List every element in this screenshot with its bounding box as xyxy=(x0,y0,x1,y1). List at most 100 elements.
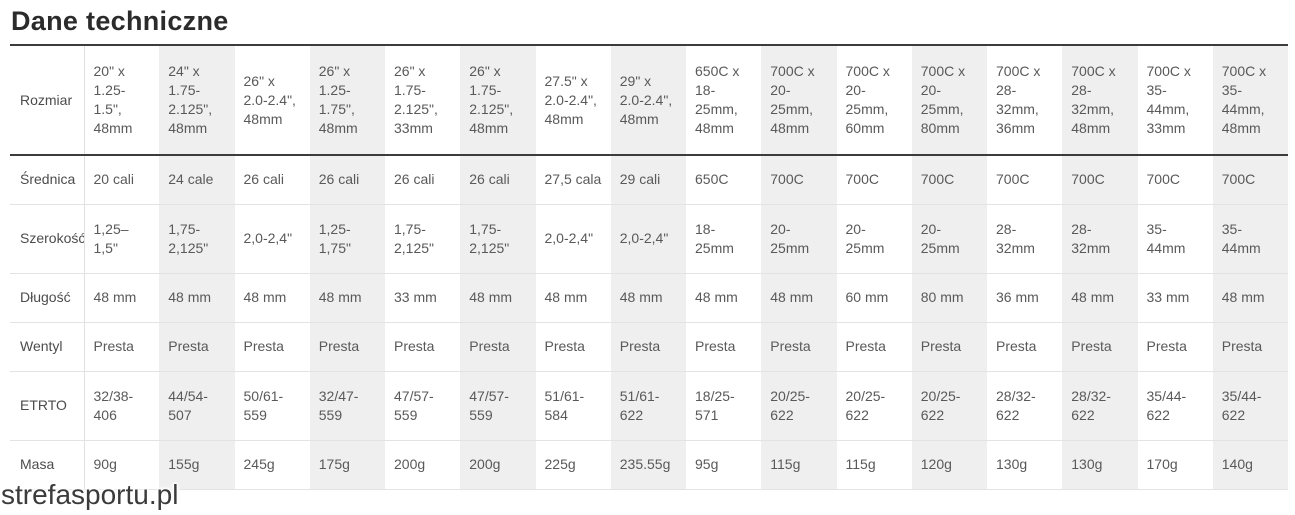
table-cell: 35/44-622 xyxy=(1137,371,1213,441)
table-cell: 1,25–1,5" xyxy=(84,204,160,274)
table-cell: 26 cali xyxy=(385,155,461,205)
table-cell: Presta xyxy=(1212,322,1288,372)
table-cell: 36 mm xyxy=(987,273,1063,323)
table-cell: 20 cali xyxy=(84,155,160,205)
table-cell: Presta xyxy=(761,322,837,372)
table-cell: 200g xyxy=(460,440,536,490)
table-cell: 18/25-571 xyxy=(686,371,762,441)
table-cell: 29 cali xyxy=(610,155,686,205)
row-label: Wentyl xyxy=(10,322,85,372)
table-cell: 48 mm xyxy=(535,273,611,323)
table-cell: 2,0-2,4" xyxy=(610,204,686,274)
table-cell: 140g xyxy=(1212,440,1288,490)
table-cell: 28/32-622 xyxy=(1062,371,1138,441)
table-cell: 700C x 20-25mm, 48mm xyxy=(761,45,837,156)
table-cell: 170g xyxy=(1137,440,1213,490)
row-label: ETRTO xyxy=(10,371,85,441)
table-cell: 130g xyxy=(1062,440,1138,490)
table-cell: 115g xyxy=(761,440,837,490)
table-cell: 90g xyxy=(84,440,160,490)
table-cell: 20/25-622 xyxy=(761,371,837,441)
table-cell: 26 cali xyxy=(234,155,310,205)
table-cell: 20-25mm xyxy=(911,204,987,274)
table-cell: 700C x 35-44mm, 48mm xyxy=(1212,45,1288,156)
table-cell: 29" x 2.0-2.4", 48mm xyxy=(610,45,686,156)
table-cell: 24" x 1.75-2.125", 48mm xyxy=(159,45,235,156)
table-cell: 48 mm xyxy=(309,273,385,323)
table-cell: 51/61-584 xyxy=(535,371,611,441)
table-cell: Presta xyxy=(84,322,160,372)
table-row: Rozmiar 20" x 1.25-1.5", 48mm 24" x 1.75-2… xyxy=(10,45,1288,156)
table-cell: 60 mm xyxy=(836,273,912,323)
table-cell: 700C x 20-25mm, 80mm xyxy=(911,45,987,156)
table-cell: 33 mm xyxy=(385,273,461,323)
table-cell: 48 mm xyxy=(460,273,536,323)
table-cell: 48 mm xyxy=(610,273,686,323)
table-cell: 48 mm xyxy=(1062,273,1138,323)
table-cell: 700C xyxy=(836,155,912,205)
row-label: Średnica xyxy=(10,155,85,205)
table-cell: 28-32mm xyxy=(1062,204,1138,274)
table-cell: Presta xyxy=(1137,322,1213,372)
table-cell: Presta xyxy=(385,322,461,372)
table-cell: 26" x 1.75-2.125", 33mm xyxy=(385,45,461,156)
table-cell: 26" x 1.75-2.125", 48mm xyxy=(460,45,536,156)
table-cell: 700C x 20-25mm, 60mm xyxy=(836,45,912,156)
table-cell: 650C xyxy=(686,155,762,205)
table-cell: 28/32-622 xyxy=(987,371,1063,441)
table-cell: 700C x 28-32mm, 48mm xyxy=(1062,45,1138,156)
row-label: Długość xyxy=(10,273,85,323)
table-cell: 650C x 18-25mm, 48mm xyxy=(686,45,762,156)
table-cell: Presta xyxy=(460,322,536,372)
table-cell: 33 mm xyxy=(1137,273,1213,323)
table-cell: 47/57-559 xyxy=(385,371,461,441)
table-cell: 26 cali xyxy=(460,155,536,205)
table-row: Średnica 20 cali 24 cale 26 cali 26 cali 26 c… xyxy=(10,155,1288,205)
table-cell: 20-25mm xyxy=(761,204,837,274)
table-cell: Presta xyxy=(836,322,912,372)
table-cell: 95g xyxy=(686,440,762,490)
table-cell: 225g xyxy=(535,440,611,490)
table-cell: 32/38-406 xyxy=(84,371,160,441)
row-label: Szerokość xyxy=(10,204,85,274)
table-body: Rozmiar 20" x 1.25-1.5", 48mm 24" x 1.75-2… xyxy=(10,45,1288,490)
table-cell: 2,0-2,4" xyxy=(535,204,611,274)
table-cell: 48 mm xyxy=(159,273,235,323)
table-cell: 26 cali xyxy=(309,155,385,205)
table-cell: 44/54-507 xyxy=(159,371,235,441)
table-cell: 48 mm xyxy=(761,273,837,323)
table-cell: 200g xyxy=(385,440,461,490)
table-cell: 27.5" x 2.0-2.4", 48mm xyxy=(535,45,611,156)
table-cell: 130g xyxy=(987,440,1063,490)
table-cell: 48 mm xyxy=(84,273,160,323)
table-cell: 155g xyxy=(159,440,235,490)
table-cell: 48 mm xyxy=(1212,273,1288,323)
table-cell: Presta xyxy=(1062,322,1138,372)
table-cell: 24 cale xyxy=(159,155,235,205)
table-row: Wentyl Presta Presta Presta Presta Presta Pres… xyxy=(10,322,1288,372)
table-cell: 35-44mm xyxy=(1212,204,1288,274)
table-row: ETRTO 32/38-406 44/54-507 50/61-559 32/47-55… xyxy=(10,371,1288,441)
table-cell: Presta xyxy=(309,322,385,372)
table-cell: 32/47-559 xyxy=(309,371,385,441)
table-cell: 35-44mm xyxy=(1137,204,1213,274)
table-cell: 700C xyxy=(911,155,987,205)
table-cell: 245g xyxy=(234,440,310,490)
row-label: Masa xyxy=(10,440,85,490)
table-cell: 80 mm xyxy=(911,273,987,323)
page: Dane techniczne Rozmiar 20" x 1.25-1.5", … xyxy=(0,6,1295,510)
table-cell: 700C xyxy=(987,155,1063,205)
table-cell: 20-25mm xyxy=(836,204,912,274)
table-cell: 48 mm xyxy=(234,273,310,323)
table-cell: 48 mm xyxy=(686,273,762,323)
table-cell: 1,75-2,125" xyxy=(460,204,536,274)
table-cell: 20" x 1.25-1.5", 48mm xyxy=(84,45,160,156)
table-cell: 50/61-559 xyxy=(234,371,310,441)
table-cell: Presta xyxy=(911,322,987,372)
table-cell: 1,25-1,75" xyxy=(309,204,385,274)
table-cell: 175g xyxy=(309,440,385,490)
table-cell: Presta xyxy=(535,322,611,372)
table-row: Masa 90g 155g 245g 175g 200g 200g 225g 235.55g 95… xyxy=(10,440,1288,490)
table-cell: 700C xyxy=(1062,155,1138,205)
table-row: Szerokość 1,25–1,5" 1,75-2,125" 2,0-2,4" 1,2… xyxy=(10,204,1288,274)
